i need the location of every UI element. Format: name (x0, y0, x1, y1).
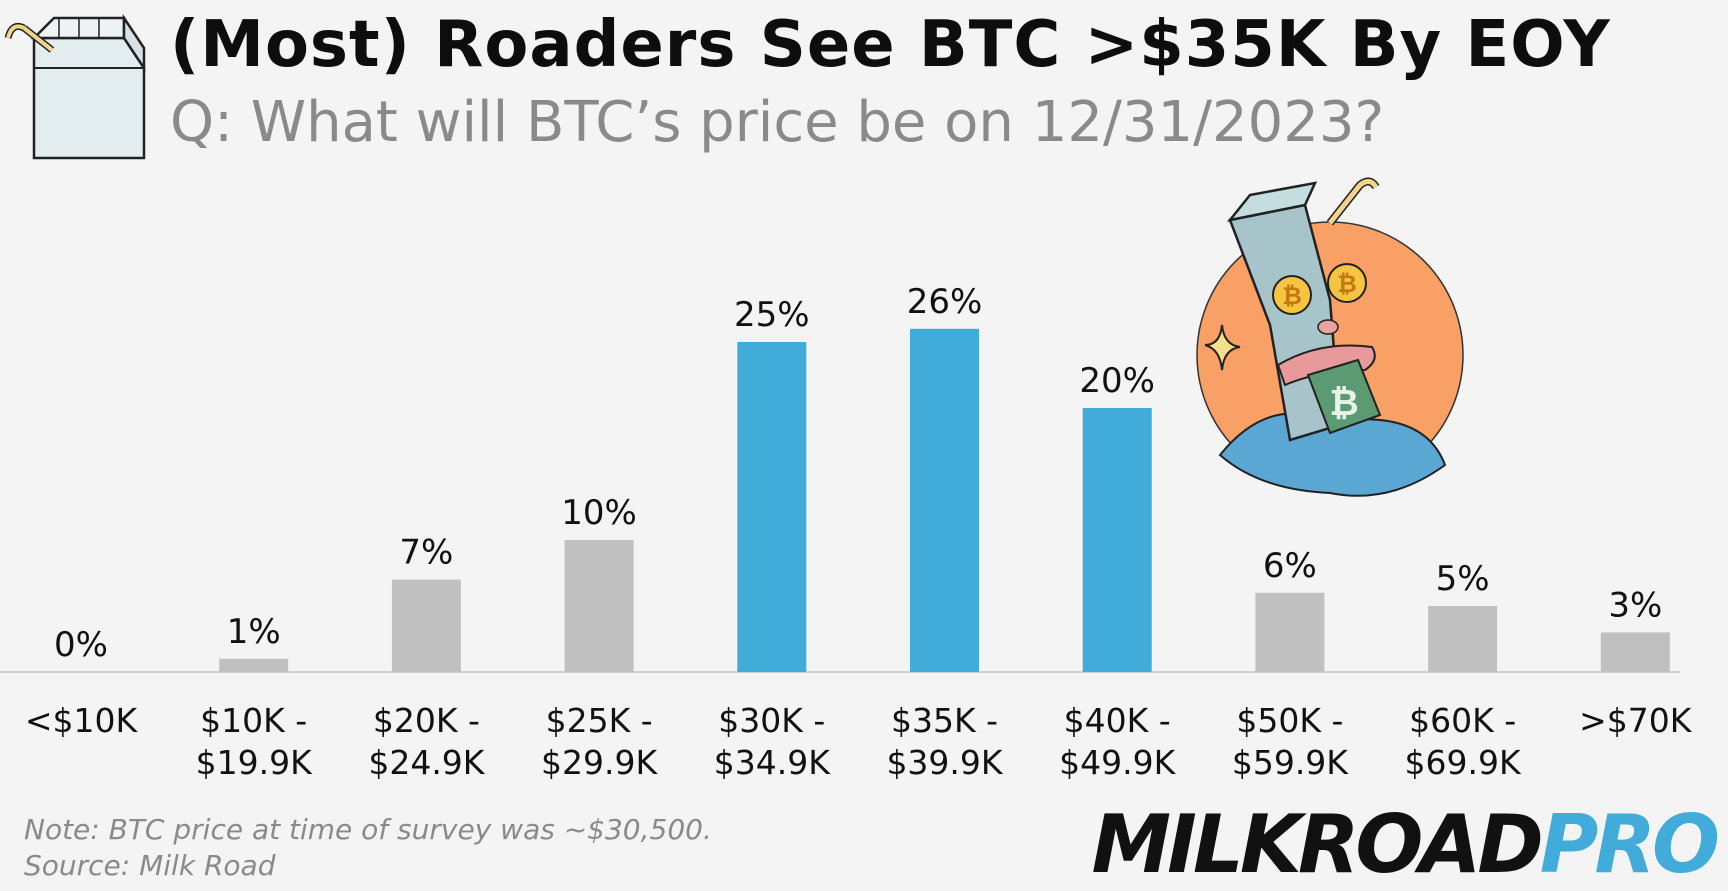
category-label: >$70K (1579, 701, 1693, 740)
bar (1082, 408, 1152, 672)
note-text: Note: BTC price at time of survey was ~$… (24, 813, 712, 846)
milk-carton-logo-icon (4, 13, 146, 160)
category-label: $59.9K (1232, 743, 1349, 782)
bar-value-label: 5% (1436, 559, 1490, 599)
category-label: $19.9K (196, 743, 313, 782)
svg-text:₿: ₿ (1337, 270, 1357, 298)
category-label: $39.9K (886, 743, 1003, 782)
bar (391, 579, 461, 672)
category-label: $49.9K (1059, 743, 1176, 782)
brand-part-2: PRO (1539, 798, 1720, 891)
bar-value-label: 7% (399, 533, 453, 573)
bar-value-label: 3% (1608, 585, 1662, 625)
bar (1428, 606, 1498, 672)
bar-value-label: 26% (907, 282, 983, 322)
footer-note: Note: BTC price at time of survey was ~$… (24, 812, 712, 884)
chart-subtitle: Q: What will BTC’s price be on 12/31/202… (170, 90, 1385, 155)
category-label: $35K - (891, 701, 998, 740)
bar-value-label: 25% (734, 295, 810, 335)
source-text: Source: Milk Road (24, 849, 276, 882)
bar (737, 342, 807, 672)
category-label: $29.9K (541, 743, 658, 782)
category-label: $34.9K (714, 743, 831, 782)
category-label: $24.9K (368, 743, 485, 782)
bar-value-label: 1% (227, 612, 281, 652)
category-label: $10K - (200, 701, 307, 740)
category-label: $20K - (373, 701, 480, 740)
category-label: $25K - (546, 701, 653, 740)
bar (1255, 592, 1325, 672)
bar (1600, 632, 1670, 672)
chart-title: (Most) Roaders See BTC >$35K By EOY (170, 8, 1611, 82)
svg-text:₿: ₿ (1329, 383, 1358, 424)
bar (910, 328, 979, 672)
category-label: $30K - (718, 701, 825, 740)
bar (219, 658, 289, 672)
bar-value-label: 6% (1263, 546, 1317, 586)
category-label: $60K - (1409, 701, 1516, 740)
bar-value-label: 10% (561, 493, 637, 533)
category-label: <$10K (25, 701, 139, 740)
brand-part-1: MILKROAD (1091, 798, 1543, 891)
category-label: $50K - (1236, 701, 1343, 740)
category-label: $69.9K (1405, 743, 1522, 782)
bar-value-label: 0% (54, 625, 108, 665)
category-label: $40K - (1064, 701, 1171, 740)
brand-logo: MILKROADPRO (1091, 798, 1720, 891)
bar-value-label: 20% (1079, 361, 1155, 401)
svg-text:₿: ₿ (1282, 282, 1302, 310)
milk-carton-mascot-icon: ₿ ₿ ₿ (1196, 177, 1464, 497)
bar (564, 540, 634, 672)
